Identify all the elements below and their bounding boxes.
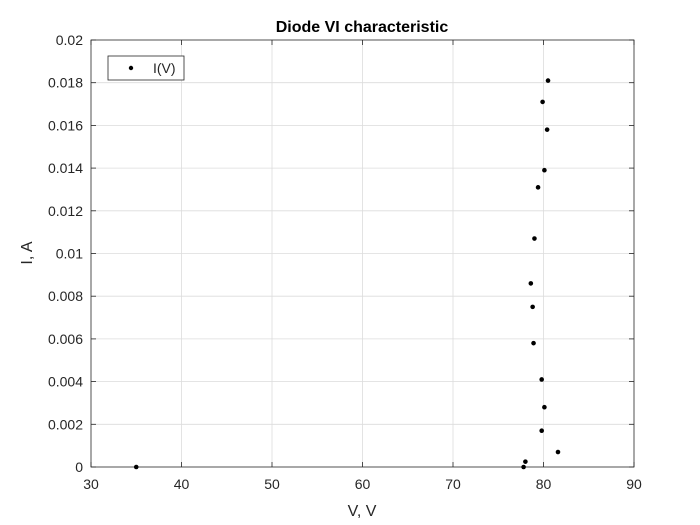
data-point (133, 464, 139, 470)
data-point (555, 449, 561, 455)
data-point (531, 340, 536, 346)
x-tick-labels: 30 40 50 60 70 80 90 (83, 476, 642, 492)
y-tick-label: 0.02 (56, 32, 83, 48)
y-tick-label: 0.01 (56, 246, 83, 262)
data-point (544, 127, 550, 132)
data-point (535, 185, 541, 190)
data-point (530, 304, 535, 310)
data-point (528, 281, 534, 286)
legend-entry-label: I(V) (153, 60, 176, 76)
y-tick-label: 0.012 (48, 203, 83, 219)
x-tick-label: 30 (83, 476, 99, 492)
data-point (521, 464, 526, 470)
y-tick-label: 0 (75, 459, 83, 475)
y-tick-label: 0.002 (48, 416, 83, 432)
y-tick-label: 0.006 (48, 331, 83, 347)
x-tick-label: 80 (536, 476, 552, 492)
data-point (542, 404, 547, 410)
legend-marker (128, 65, 134, 71)
data-points (133, 78, 561, 470)
y-tick-labels: 0 0.002 0.004 0.006 0.008 0.01 0.012 0.014 0.016… (48, 32, 83, 475)
y-tick-label: 0.004 (48, 374, 83, 390)
y-tick-label: 0.008 (48, 288, 83, 304)
x-tick-label: 60 (355, 476, 371, 492)
legend: I(V) (107, 55, 185, 81)
plot-frame (90, 39, 635, 468)
legend-box (107, 55, 185, 81)
data-point (540, 99, 545, 105)
grid-lines (91, 40, 634, 467)
data-point (532, 236, 537, 241)
y-axis-label: I, A (19, 241, 36, 264)
y-tick-label: 0.016 (48, 117, 83, 133)
data-point (539, 377, 544, 382)
x-tick-label: 50 (264, 476, 280, 492)
data-point (545, 78, 551, 83)
data-point (523, 459, 528, 464)
x-axis-label: V, V (348, 503, 377, 520)
tick-marks (90, 39, 635, 468)
chart-title: Diode VI characteristic (276, 19, 449, 36)
y-tick-label: 0.014 (48, 160, 83, 176)
data-point (539, 428, 544, 434)
x-tick-label: 40 (174, 476, 190, 492)
data-point (542, 167, 547, 173)
x-tick-label: 70 (445, 476, 461, 492)
x-tick-label: 90 (626, 476, 642, 492)
y-tick-label: 0.018 (48, 75, 83, 91)
